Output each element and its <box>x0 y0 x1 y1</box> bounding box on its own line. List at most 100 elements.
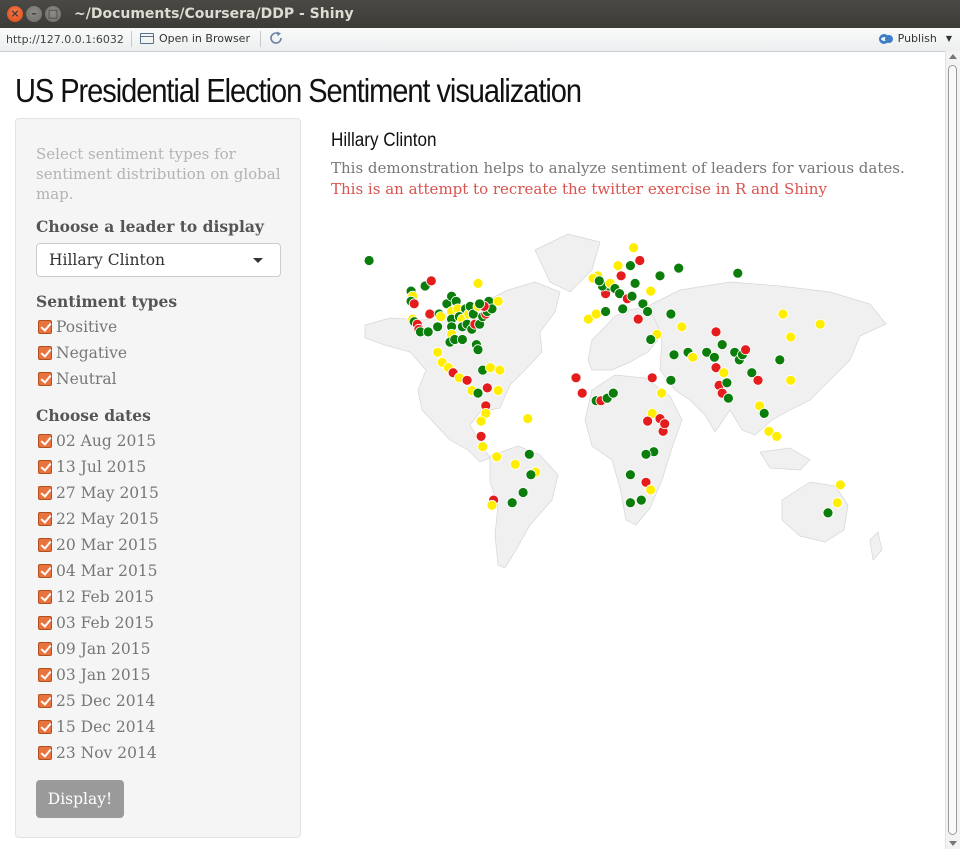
date-checkbox-label: 03 Feb 2015 <box>56 614 155 632</box>
map-point-positive <box>472 344 484 356</box>
map-point-neutral <box>763 425 775 437</box>
sentiment-checkbox[interactable] <box>38 372 52 386</box>
date-checkbox-row[interactable]: 23 Nov 2014 <box>38 743 157 763</box>
map-point-neutral <box>718 367 730 379</box>
map-point-neutral <box>582 313 594 325</box>
map-point-neutral <box>475 415 487 427</box>
map-point-positive <box>474 298 486 310</box>
date-checkbox[interactable] <box>38 538 52 552</box>
date-checkbox-row[interactable]: 02 Aug 2015 <box>38 431 156 451</box>
date-checkbox-label: 25 Dec 2014 <box>56 692 156 710</box>
map-point-positive <box>456 334 468 345</box>
publish-button[interactable]: Publish ▼ <box>878 32 952 45</box>
display-button[interactable]: Display! <box>36 780 124 818</box>
page-title: US Presidential Election Sentiment visua… <box>15 72 582 109</box>
map-point-positive <box>746 367 758 379</box>
map-point-neutral <box>831 497 843 509</box>
map-point-neutral <box>656 387 668 399</box>
map-point-neutral <box>645 285 657 297</box>
south-america-land <box>489 445 559 569</box>
scroll-up-arrow-icon[interactable] <box>949 54 957 59</box>
map-point-negative <box>481 382 493 394</box>
date-checkbox-row[interactable]: 03 Jan 2015 <box>38 665 150 685</box>
date-checkbox-row[interactable]: 09 Jan 2015 <box>38 639 150 659</box>
vertical-scrollbar[interactable] <box>945 51 960 849</box>
date-checkbox[interactable] <box>38 590 52 604</box>
date-checkbox[interactable] <box>38 486 52 500</box>
map-point-positive <box>716 339 728 350</box>
scrollbar-thumb[interactable] <box>948 65 957 835</box>
map-point-positive <box>721 377 733 389</box>
date-checkbox-row[interactable]: 04 Mar 2015 <box>38 561 158 581</box>
scroll-down-arrow-icon[interactable] <box>949 841 957 846</box>
greenland-land <box>534 233 601 293</box>
toolbar-separator <box>131 31 132 47</box>
map-point-positive <box>673 262 685 274</box>
date-checkbox[interactable] <box>38 434 52 448</box>
map-point-neutral <box>612 260 624 271</box>
map-point-positive <box>668 349 680 361</box>
sentiment-checkbox-row[interactable]: Neutral <box>38 369 117 389</box>
sentiment-checkbox-label: Negative <box>56 344 128 362</box>
date-checkbox-row[interactable]: 03 Feb 2015 <box>38 613 154 633</box>
leader-select-value: Hillary Clinton <box>49 251 166 269</box>
map-point-neutral <box>494 364 506 376</box>
sentiment-checkbox[interactable] <box>38 346 52 360</box>
date-checkbox-row[interactable]: 25 Dec 2014 <box>38 691 155 711</box>
refresh-icon[interactable] <box>268 30 284 48</box>
date-checkbox[interactable] <box>38 668 52 682</box>
date-checkbox-row[interactable]: 13 Jul 2015 <box>38 457 146 477</box>
map-point-positive <box>593 275 605 287</box>
date-checkbox-row[interactable]: 22 May 2015 <box>38 509 159 529</box>
map-point-positive <box>624 260 636 271</box>
date-checkbox[interactable] <box>38 460 52 474</box>
map-point-positive <box>708 351 720 363</box>
open-in-browser-button[interactable]: Open in Browser <box>140 32 250 45</box>
map-point-negative <box>615 270 627 282</box>
map-point-negative <box>461 374 473 386</box>
date-checkbox-row[interactable]: 27 May 2015 <box>38 483 159 503</box>
sentiment-checkbox-row[interactable]: Negative <box>38 343 127 363</box>
help-text: Select sentiment types for sentiment dis… <box>36 145 281 203</box>
caret-down-icon <box>253 258 263 263</box>
map-point-positive <box>626 290 638 302</box>
map-point-neutral <box>628 242 640 254</box>
window-close-button[interactable]: × <box>7 6 23 22</box>
map-point-positive <box>665 308 677 320</box>
date-checkbox[interactable] <box>38 564 52 578</box>
leader-select[interactable]: Hillary Clinton <box>36 243 281 277</box>
map-point-neutral <box>777 308 789 320</box>
sentiment-points <box>363 242 846 519</box>
date-checkbox[interactable] <box>38 694 52 708</box>
window-minimize-button[interactable]: – <box>26 6 42 22</box>
description-red-text: This is an attempt to recreate the twitt… <box>331 180 827 198</box>
date-checkbox-row[interactable]: 20 Mar 2015 <box>38 535 158 555</box>
date-checkbox-label: 27 May 2015 <box>56 484 159 502</box>
browser-window-icon <box>140 33 154 44</box>
map-point-positive <box>624 497 636 509</box>
sentiment-checkbox-row[interactable]: Positive <box>38 317 117 337</box>
map-point-neutral <box>432 346 443 358</box>
date-checkbox[interactable] <box>38 720 52 734</box>
window-title: ~/Documents/Coursera/DDP - Shiny <box>74 6 354 22</box>
map-point-neutral <box>472 278 484 289</box>
map-point-neutral <box>435 311 447 322</box>
sentiment-types-label: Sentiment types <box>36 292 178 311</box>
date-checkbox[interactable] <box>38 512 52 526</box>
map-point-neutral <box>590 308 602 320</box>
date-checkbox[interactable] <box>38 616 52 630</box>
date-checkbox[interactable] <box>38 746 52 760</box>
map-point-positive <box>774 354 786 366</box>
map-point-positive <box>640 448 652 460</box>
map-point-neutral <box>492 385 504 396</box>
map-point-negative <box>752 374 764 386</box>
date-checkbox-row[interactable]: 15 Dec 2014 <box>38 717 155 737</box>
sentiment-checkbox[interactable] <box>38 320 52 334</box>
window-maximize-button[interactable]: □ <box>45 6 61 22</box>
date-checkbox-label: 15 Dec 2014 <box>56 718 156 736</box>
southeast-asia-land <box>759 447 811 471</box>
date-checkbox-row[interactable]: 12 Feb 2015 <box>38 587 154 607</box>
date-checkbox[interactable] <box>38 642 52 656</box>
map-point-neutral <box>676 321 688 333</box>
chevron-down-icon[interactable]: ▼ <box>945 34 952 43</box>
